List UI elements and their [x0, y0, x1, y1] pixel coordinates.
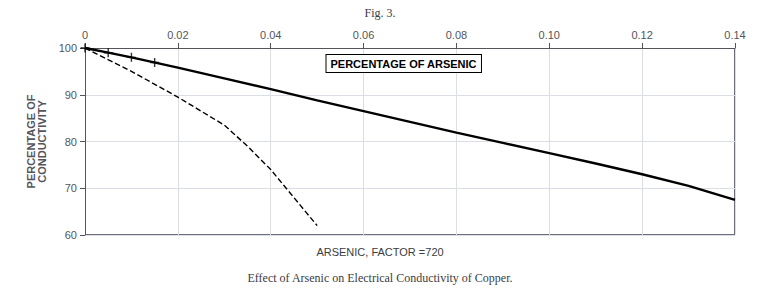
svg-text:0.02: 0.02	[167, 29, 188, 41]
svg-text:80: 80	[65, 136, 77, 148]
svg-text:0.14: 0.14	[724, 29, 745, 41]
svg-text:70: 70	[65, 182, 77, 194]
svg-text:Effect of Arsenic on Electrica: Effect of Arsenic on Electrical Conducti…	[247, 271, 512, 285]
svg-text:90: 90	[65, 89, 77, 101]
svg-text:100: 100	[59, 42, 77, 54]
svg-text:PERCENTAGE OF: PERCENTAGE OF	[24, 94, 37, 189]
svg-text:0.08: 0.08	[446, 29, 467, 41]
svg-text:CONDUCTIVITY: CONDUCTIVITY	[36, 100, 48, 183]
svg-text:Fig. 3.: Fig. 3.	[364, 6, 395, 20]
svg-text:0.06: 0.06	[353, 29, 374, 41]
svg-text:60: 60	[65, 229, 77, 241]
svg-text:PERCENTAGE OF ARSENIC: PERCENTAGE OF ARSENIC	[331, 58, 477, 70]
svg-text:0.10: 0.10	[539, 29, 560, 41]
svg-text:0.04: 0.04	[260, 29, 281, 41]
svg-text:0: 0	[82, 29, 88, 41]
svg-text:ARSENIC, FACTOR =720: ARSENIC, FACTOR =720	[316, 246, 443, 258]
svg-text:0.12: 0.12	[631, 29, 652, 41]
